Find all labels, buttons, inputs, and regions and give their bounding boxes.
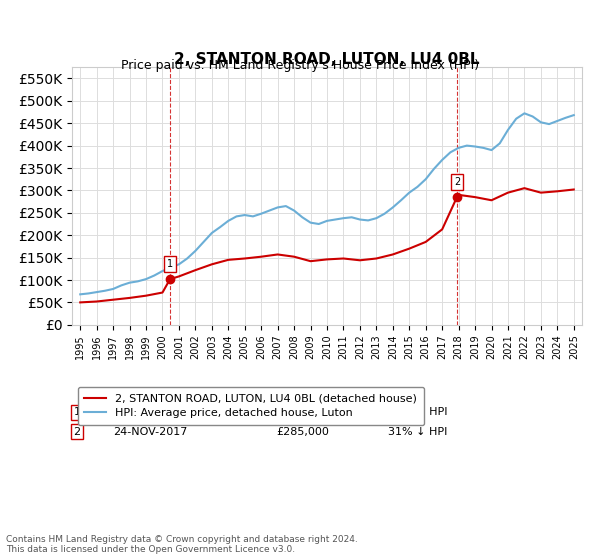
Text: 24-NOV-2017: 24-NOV-2017 — [113, 427, 187, 437]
Text: 1: 1 — [74, 407, 80, 417]
Text: Contains HM Land Registry data © Crown copyright and database right 2024.
This d: Contains HM Land Registry data © Crown c… — [6, 535, 358, 554]
Text: 31% ↓ HPI: 31% ↓ HPI — [388, 427, 448, 437]
Text: 19% ↓ HPI: 19% ↓ HPI — [388, 407, 448, 417]
Text: 2: 2 — [454, 178, 460, 187]
Text: £285,000: £285,000 — [276, 427, 329, 437]
Text: 2: 2 — [74, 427, 80, 437]
Legend: 2, STANTON ROAD, LUTON, LU4 0BL (detached house), HPI: Average price, detached h: 2, STANTON ROAD, LUTON, LU4 0BL (detache… — [77, 387, 424, 425]
Text: £102,000: £102,000 — [276, 407, 329, 417]
Text: Price paid vs. HM Land Registry's House Price Index (HPI): Price paid vs. HM Land Registry's House … — [121, 59, 479, 72]
Title: 2, STANTON ROAD, LUTON, LU4 0BL: 2, STANTON ROAD, LUTON, LU4 0BL — [174, 52, 480, 67]
Text: 1: 1 — [167, 259, 173, 269]
Text: 19-JUN-2000: 19-JUN-2000 — [113, 407, 184, 417]
